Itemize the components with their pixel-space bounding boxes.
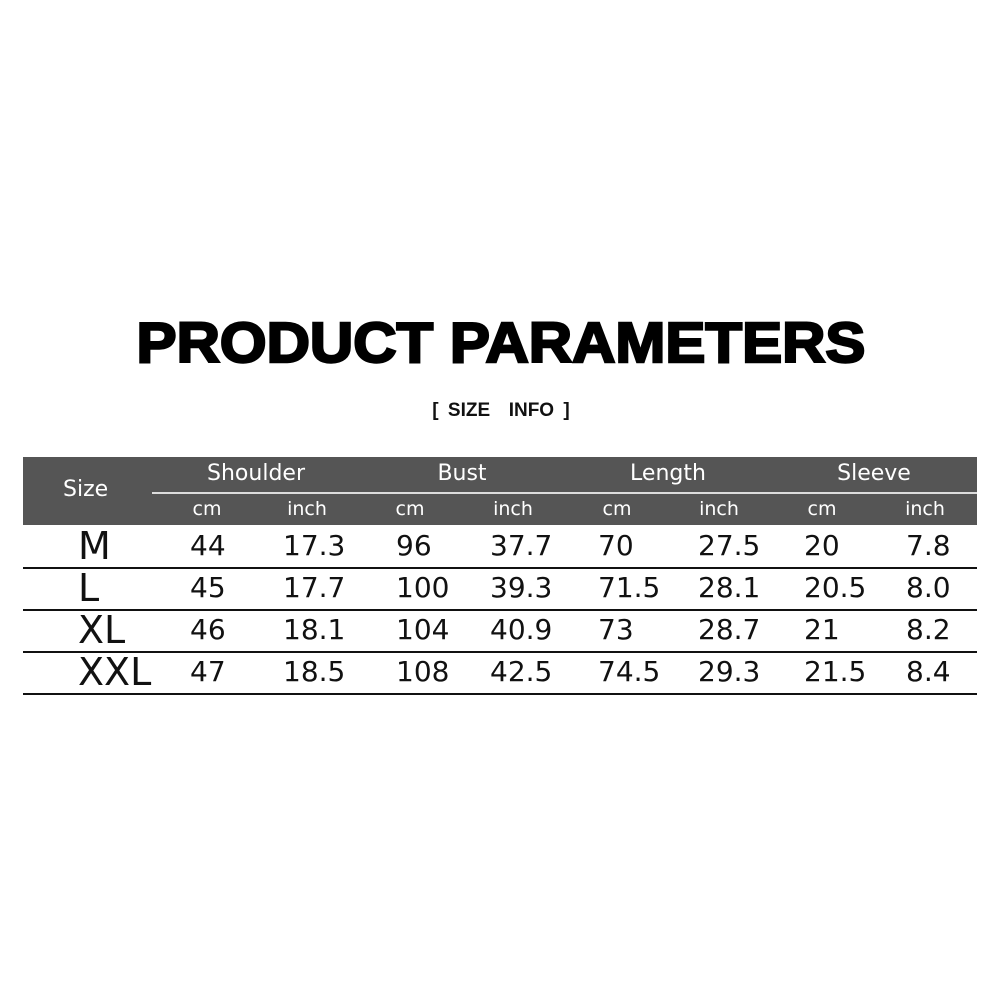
table-cell: 17.3 bbox=[283, 529, 346, 562]
table-cell: 7.8 bbox=[906, 529, 951, 562]
unit-header: cm bbox=[192, 498, 222, 520]
unit-header: inch bbox=[699, 498, 739, 520]
table-cell: 27.5 bbox=[698, 529, 761, 562]
page-title: PRODUCT PARAMETERS bbox=[135, 309, 866, 375]
table-cell: 47 bbox=[190, 655, 226, 688]
size-label: M bbox=[78, 524, 111, 568]
table-cell: 73 bbox=[598, 613, 634, 646]
table-cell: 74.5 bbox=[598, 655, 661, 688]
group-header: Sleeve bbox=[837, 461, 911, 486]
table-row: L 45 17.7 100 39.3 71.5 28.1 20.5 8.0 bbox=[23, 566, 977, 611]
table-cell: 46 bbox=[190, 613, 226, 646]
table-cell: 108 bbox=[396, 655, 450, 688]
table-cell: 100 bbox=[396, 571, 450, 604]
group-header: Length bbox=[630, 461, 706, 486]
table-cell: 45 bbox=[190, 571, 226, 604]
table-cell: 20.5 bbox=[804, 571, 867, 604]
table-cell: 29.3 bbox=[698, 655, 761, 688]
table-cell: 18.1 bbox=[283, 613, 346, 646]
table-cell: 8.2 bbox=[906, 613, 951, 646]
group-header: Bust bbox=[437, 461, 487, 486]
table-cell: 8.4 bbox=[906, 655, 951, 688]
table-row: XXL 47 18.5 108 42.5 74.5 29.3 21.5 8.4 bbox=[23, 650, 977, 695]
table-cell: 20 bbox=[804, 529, 840, 562]
size-label: L bbox=[78, 566, 100, 610]
table-cell: 17.7 bbox=[283, 571, 346, 604]
unit-header: cm bbox=[602, 498, 632, 520]
table-header: Size Shoulder Bust Length Sleeve cm inch… bbox=[23, 457, 977, 525]
table-row: M 44 17.3 96 37.7 70 27.5 20 7.8 bbox=[23, 524, 977, 569]
unit-header: inch bbox=[905, 498, 945, 520]
unit-header: cm bbox=[395, 498, 425, 520]
table-cell: 70 bbox=[598, 529, 634, 562]
unit-header: cm bbox=[807, 498, 837, 520]
table-cell: 42.5 bbox=[490, 655, 553, 688]
table-cell: 18.5 bbox=[283, 655, 346, 688]
table-cell: 96 bbox=[396, 529, 432, 562]
table-cell: 44 bbox=[190, 529, 226, 562]
table-cell: 71.5 bbox=[598, 571, 661, 604]
table-cell: 40.9 bbox=[490, 613, 553, 646]
table-cell: 39.3 bbox=[490, 571, 553, 604]
group-header: Shoulder bbox=[207, 461, 305, 486]
unit-header: inch bbox=[493, 498, 533, 520]
table-cell: 28.7 bbox=[698, 613, 761, 646]
table-cell: 21 bbox=[804, 613, 840, 646]
table-cell: 104 bbox=[396, 613, 450, 646]
table-cell: 37.7 bbox=[490, 529, 553, 562]
header-divider bbox=[152, 492, 977, 494]
table-cell: 21.5 bbox=[804, 655, 867, 688]
table-row: XL 46 18.1 104 40.9 73 28.7 21 8.2 bbox=[23, 608, 977, 653]
subtitle: [ SIZE INFO ] bbox=[432, 400, 570, 421]
table-cell: 28.1 bbox=[698, 571, 761, 604]
size-header: Size bbox=[63, 477, 109, 502]
size-label: XL bbox=[78, 608, 126, 652]
table-cell: 8.0 bbox=[906, 571, 951, 604]
size-label: XXL bbox=[78, 650, 152, 694]
unit-header: inch bbox=[287, 498, 327, 520]
